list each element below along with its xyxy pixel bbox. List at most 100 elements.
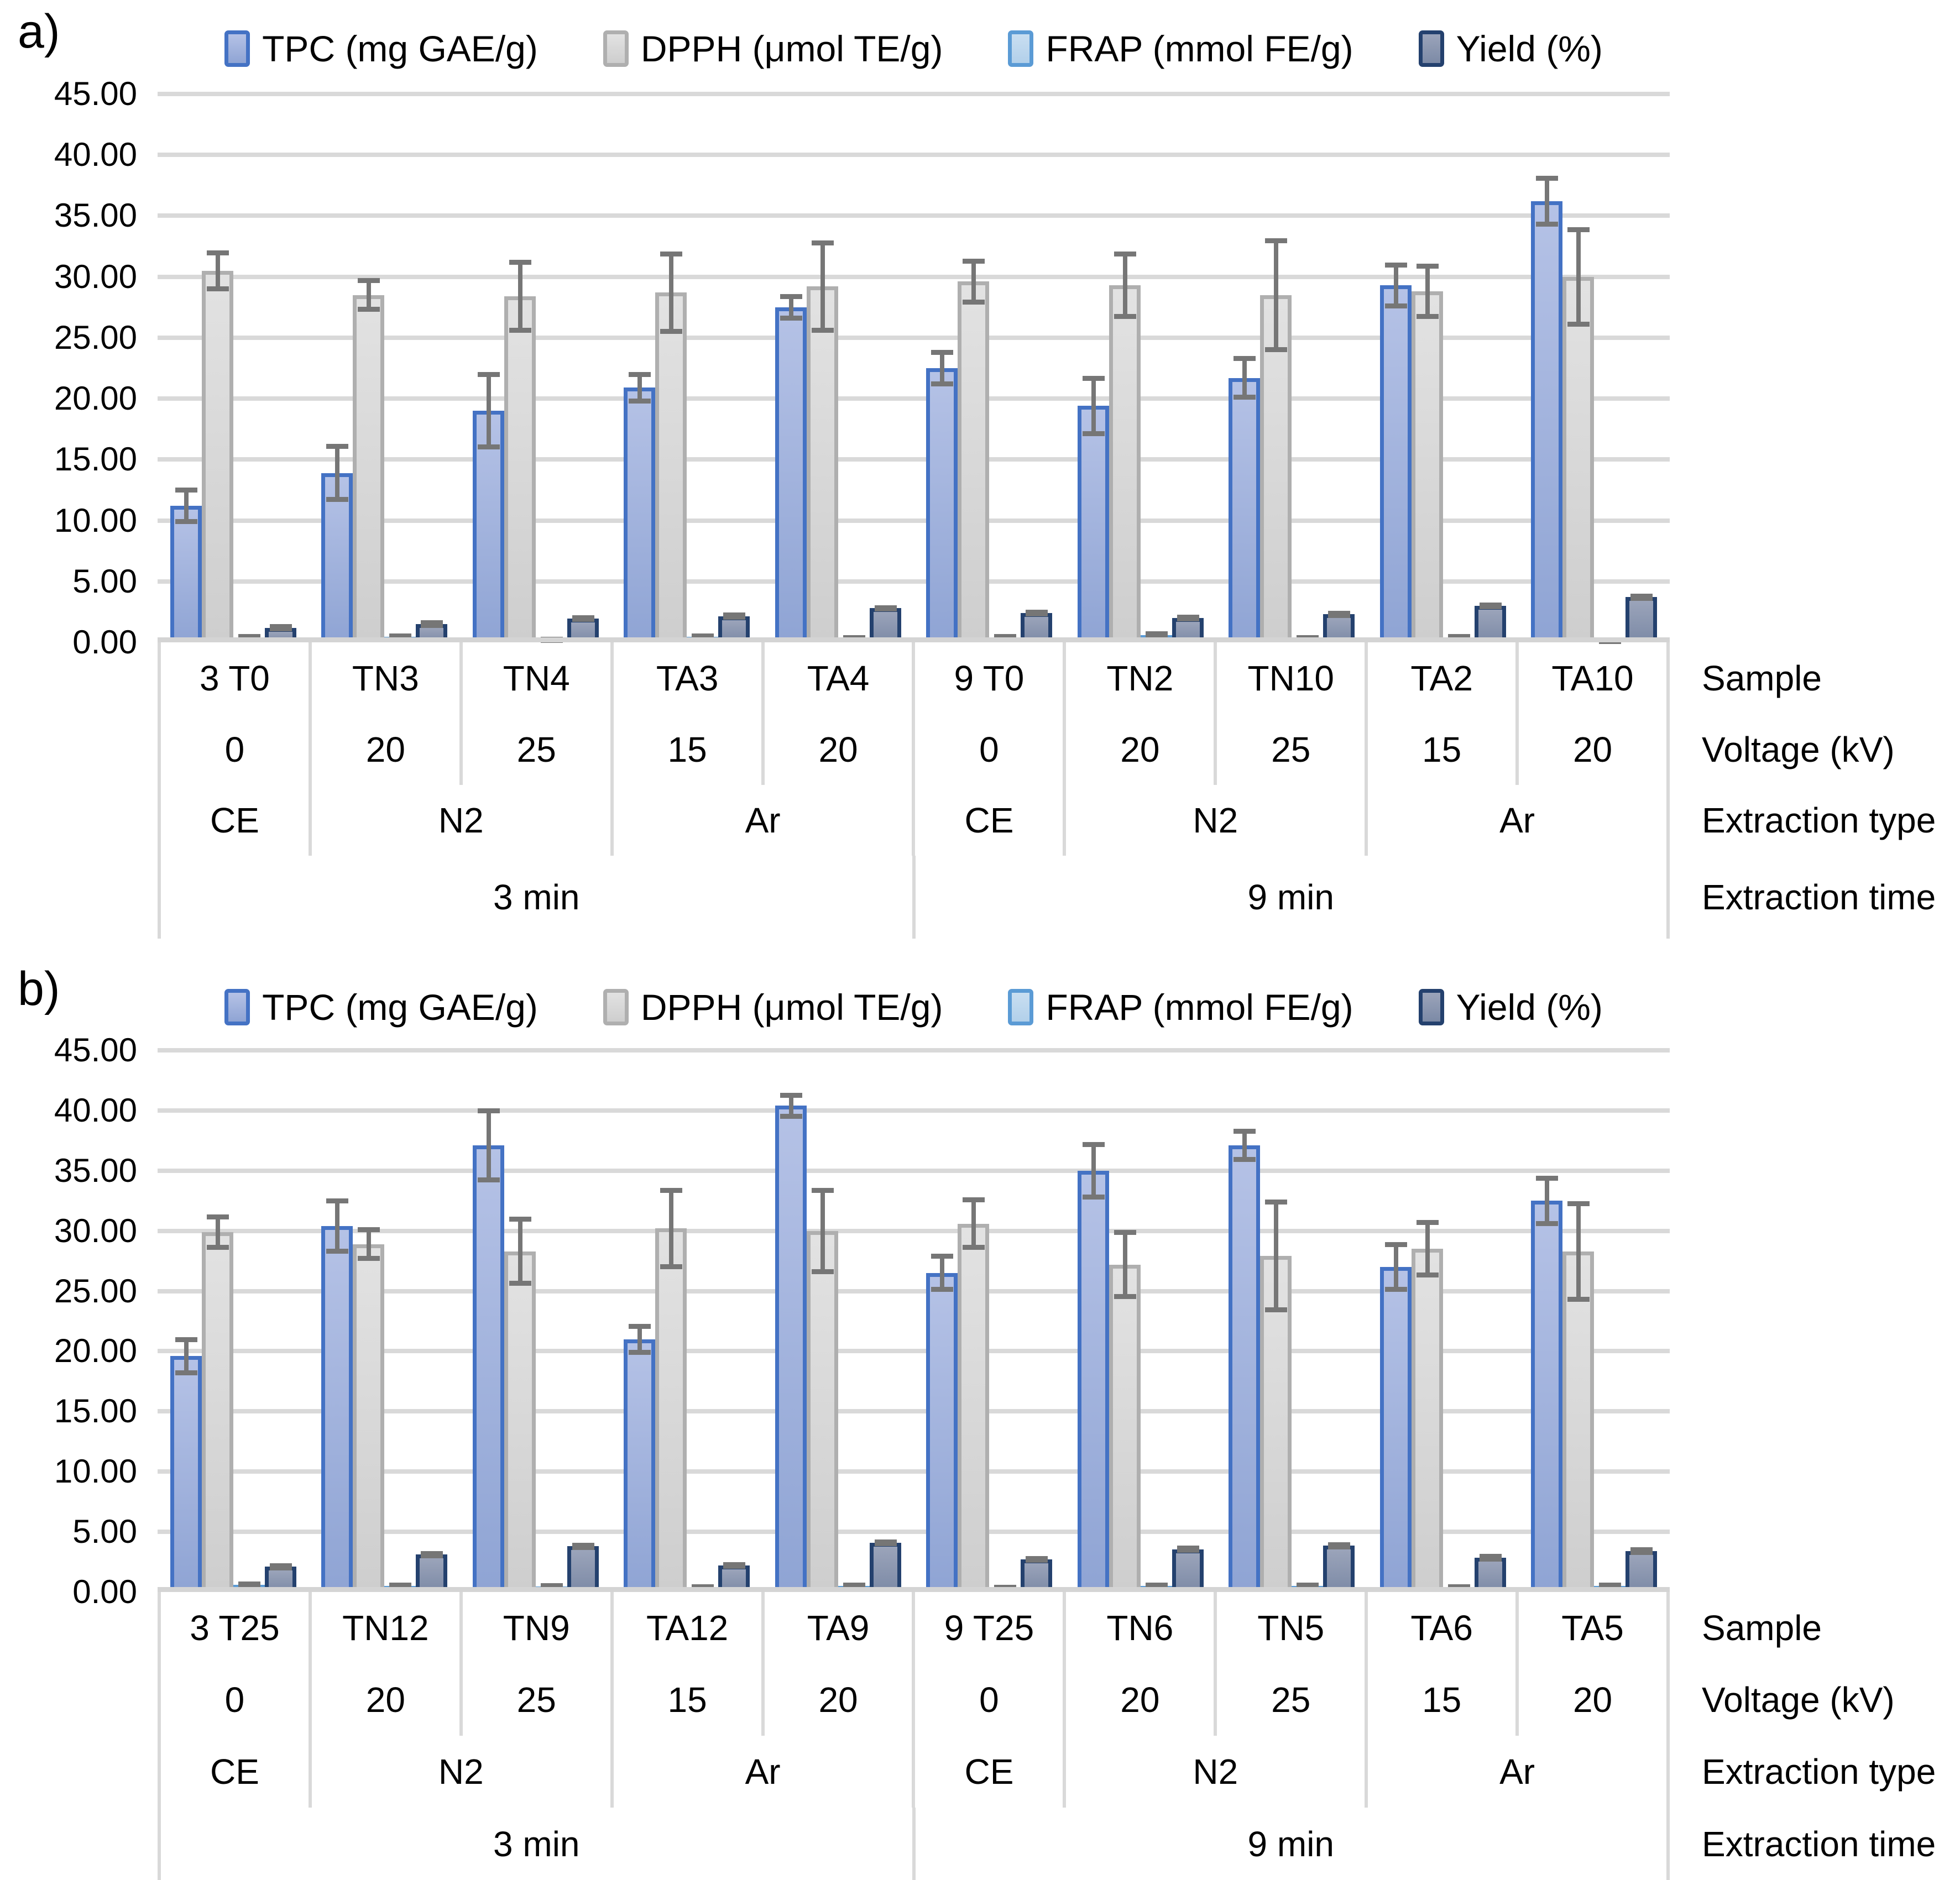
error-bar-cap xyxy=(509,1216,531,1222)
sample-cell: TN6 xyxy=(1063,1592,1214,1664)
legend-swatch-icon xyxy=(603,989,629,1025)
legend-item: TPC (mg GAE/g) xyxy=(224,28,538,70)
error-bar-stem xyxy=(1576,229,1581,324)
error-bar-stem xyxy=(184,490,189,522)
legend: TPC (mg GAE/g) DPPH (μmol TE/g) FRAP (mmol… xyxy=(158,986,1670,1028)
bar-yield xyxy=(1626,1551,1657,1592)
sample-cell: TA12 xyxy=(610,1592,761,1664)
error-bar-stem xyxy=(1091,378,1096,434)
voltage-cell: 0 xyxy=(912,714,1063,785)
chart-panel-b: b) TPC (mg GAE/g) DPPH (μmol TE/g) FRAP (mm… xyxy=(0,940,1960,1880)
bar-tpc xyxy=(926,368,958,642)
bar-dpph xyxy=(1109,285,1141,642)
error-bar-cap xyxy=(269,1565,292,1570)
extraction-type-cell: N2 xyxy=(308,1736,610,1808)
error-bar-cap xyxy=(477,1108,500,1113)
error-bar-stem xyxy=(1576,1203,1581,1300)
error-bar-stem xyxy=(1393,1244,1398,1290)
error-bar-cap xyxy=(1233,356,1256,362)
extraction-type-cell: Ar xyxy=(610,785,912,856)
error-bar-cap xyxy=(1082,431,1105,437)
gridline xyxy=(158,1289,1670,1294)
panel-label: a) xyxy=(18,5,60,58)
voltage-cell: 25 xyxy=(1214,1664,1365,1736)
legend-item: Yield (%) xyxy=(1418,986,1603,1028)
bar-dpph xyxy=(202,271,233,642)
error-bar-cap xyxy=(1535,1175,1558,1181)
gridline xyxy=(158,1048,1670,1052)
error-bar-cap xyxy=(357,307,380,312)
error-bar-cap xyxy=(962,259,985,264)
bar-yield xyxy=(870,1543,901,1592)
y-axis-tick-label: 40.00 xyxy=(54,1091,137,1129)
y-axis-tick-label: 45.00 xyxy=(54,1031,137,1069)
error-bar-cap xyxy=(628,1323,651,1329)
legend-swatch-icon xyxy=(1418,989,1444,1025)
y-axis-tick-label: 30.00 xyxy=(54,258,137,295)
error-bar-cap xyxy=(175,488,197,493)
error-bar-stem xyxy=(788,1095,793,1117)
gridline xyxy=(158,153,1670,158)
bar-yield xyxy=(1626,597,1657,642)
axis-row-label: Voltage (kV) xyxy=(1702,1680,1895,1720)
error-bar-cap xyxy=(206,1245,229,1250)
legend-label: FRAP (mmol FE/g) xyxy=(1046,28,1353,69)
extraction-type-row: CE N2 Ar CE N2 Ar xyxy=(158,785,1670,856)
axis-row-label: Voltage (kV) xyxy=(1702,730,1895,769)
error-bar-stem xyxy=(486,1110,491,1181)
error-bar-cap xyxy=(628,372,651,378)
error-bar-cap xyxy=(1296,1584,1319,1590)
error-bar-stem xyxy=(334,1201,339,1251)
error-bar-stem xyxy=(820,1190,825,1272)
bar-tpc xyxy=(926,1273,958,1592)
bar-tpc xyxy=(170,506,202,642)
legend-item: DPPH (μmol TE/g) xyxy=(603,986,943,1028)
y-axis-tick-label: 35.00 xyxy=(54,197,137,234)
error-bar-cap xyxy=(206,250,229,255)
error-bar-cap xyxy=(811,1269,834,1274)
sample-row: 3 T0 TN3 TN4 TA3 TA4 9 T0 TN2 TN10 TA2 TA10 xyxy=(158,642,1670,714)
y-axis-tick-label: 45.00 xyxy=(54,75,137,112)
sample-cell: 9 T25 xyxy=(912,1592,1063,1664)
error-bar-stem xyxy=(788,296,793,318)
error-bar-cap xyxy=(1264,1200,1287,1205)
error-bar-cap xyxy=(1567,321,1590,327)
legend-item: TPC (mg GAE/g) xyxy=(224,986,538,1028)
error-bar-cap xyxy=(780,315,802,321)
gridline xyxy=(158,1108,1670,1113)
gridline xyxy=(158,1530,1670,1535)
bar-tpc xyxy=(1078,1171,1109,1592)
gridline xyxy=(158,579,1670,584)
bar-tpc xyxy=(473,1145,504,1592)
bar-tpc xyxy=(1078,406,1109,642)
gridline xyxy=(158,1409,1670,1414)
axis-row-label: Extraction time xyxy=(1702,1824,1936,1864)
error-bar-cap xyxy=(962,1197,985,1203)
voltage-cell: 20 xyxy=(1515,714,1666,785)
error-bar-cap xyxy=(1264,238,1287,243)
legend-swatch-icon xyxy=(603,30,629,67)
error-bar-stem xyxy=(1425,1222,1430,1276)
legend-swatch-icon xyxy=(1008,989,1034,1025)
error-bar-stem xyxy=(668,253,673,332)
error-bar-cap xyxy=(811,240,834,245)
bar-tpc xyxy=(624,387,655,642)
error-bar-stem xyxy=(366,1229,371,1259)
error-bar-cap xyxy=(1114,1229,1136,1235)
sample-cell: TN2 xyxy=(1063,642,1214,714)
bar-dpph xyxy=(807,1231,838,1592)
legend-label: Yield (%) xyxy=(1456,28,1603,69)
bar-yield xyxy=(1021,1559,1052,1592)
error-bar-cap xyxy=(962,1245,985,1250)
sample-cell: TA4 xyxy=(761,642,912,714)
legend-label: TPC (mg GAE/g) xyxy=(262,987,538,1028)
gridline xyxy=(158,396,1670,401)
voltage-cell: 15 xyxy=(1365,1664,1515,1736)
error-bar-cap xyxy=(660,1264,682,1269)
axis-row-label: Sample xyxy=(1702,1608,1822,1648)
legend: TPC (mg GAE/g) DPPH (μmol TE/g) FRAP (mmol… xyxy=(158,28,1670,70)
error-bar-cap xyxy=(477,1177,500,1183)
error-bar-cap xyxy=(1145,633,1168,639)
extraction-time-row: 3 min 9 min xyxy=(158,856,1670,939)
bar-dpph xyxy=(807,286,838,642)
